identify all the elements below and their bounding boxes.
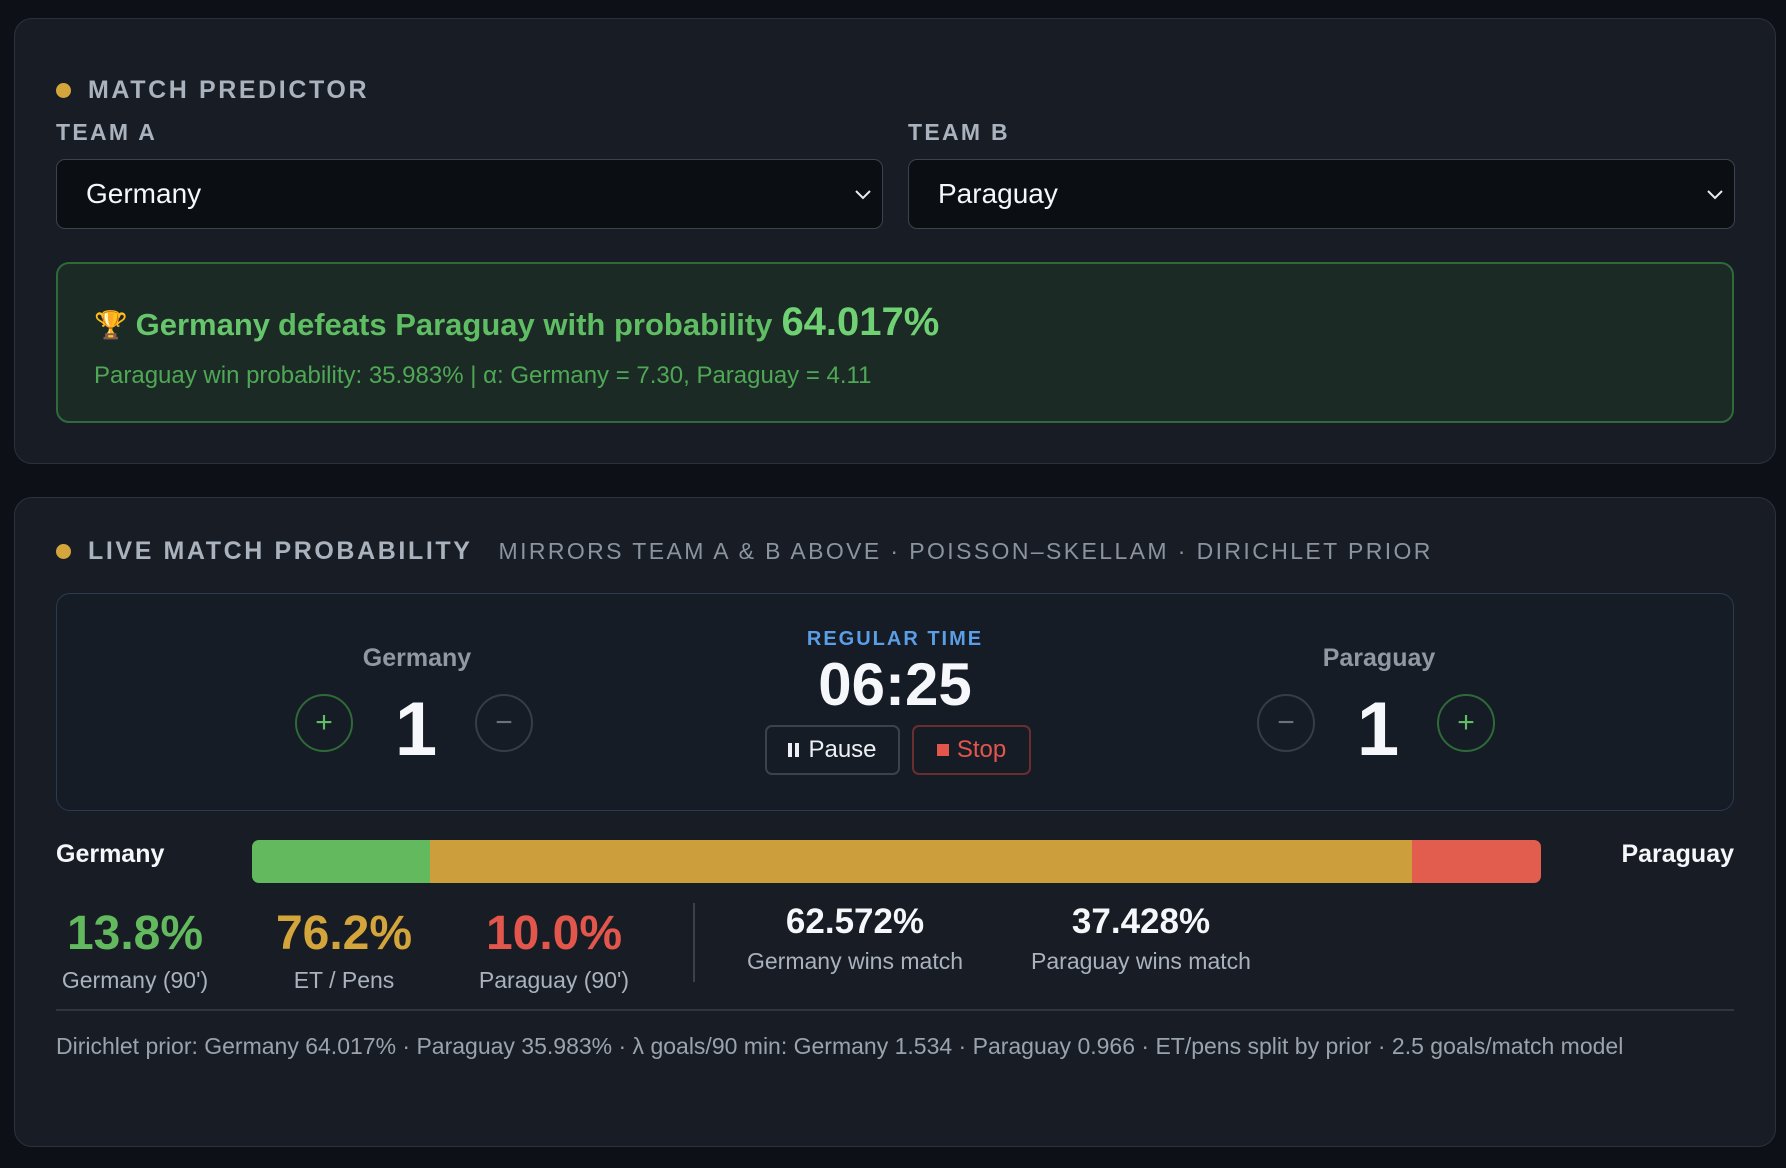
team-a-match-label: Germany wins match <box>746 948 964 974</box>
pause-button[interactable]: Pause <box>765 725 900 775</box>
team-b-score: 1 <box>1356 687 1400 772</box>
bar-segment-team-a-win <box>252 840 430 883</box>
team-a-90-stat: 13.8% Germany (90') <box>62 910 208 994</box>
model-footnote: Dirichlet prior: Germany 64.017% · Parag… <box>56 1033 1624 1059</box>
stop-button[interactable]: Stop <box>912 725 1031 775</box>
bar-segment-et-pens <box>429 840 1413 883</box>
team-b-match-label: Paraguay wins match <box>1031 948 1251 974</box>
team-b-90-stat: 10.0% Paraguay (90') <box>479 910 629 994</box>
match-period: REGULAR TIME <box>806 628 984 650</box>
chevron-down-icon <box>855 190 871 200</box>
team-a-select-value: Germany <box>86 178 202 209</box>
team-b-match-stat: 37.428% Paraguay wins match <box>1031 904 1251 975</box>
team-a-90-label: Germany (90') <box>61 967 209 993</box>
minus-icon: − <box>495 706 513 739</box>
live-title: LIVE MATCH PROBABILITY <box>88 537 473 565</box>
chevron-down-icon <box>1707 190 1723 200</box>
status-dot-icon <box>56 83 71 98</box>
status-dot-icon <box>56 544 71 559</box>
match-clock: 06:25 <box>818 651 972 718</box>
minus-icon: − <box>1277 706 1295 739</box>
team-b-90-value: 10.0% <box>485 907 623 960</box>
et-pens-stat: 76.2% ET / Pens <box>276 910 412 994</box>
stop-icon <box>936 744 949 756</box>
predictor-title: MATCH PREDICTOR <box>88 76 370 104</box>
prediction-probability: 64.017% <box>781 300 940 344</box>
et-pens-value: 76.2% <box>275 907 413 960</box>
team-a-match-stat: 62.572% Germany wins match <box>747 904 963 975</box>
pause-label: Pause <box>808 736 877 763</box>
footer-divider <box>56 1009 1734 1011</box>
team-b-name: Paraguay <box>1322 644 1436 672</box>
bar-left-label: Germany <box>56 840 165 868</box>
match-predictor-panel: MATCH PREDICTOR TEAM A TEAM B Germany Pa… <box>14 18 1776 464</box>
bar-segment-team-b-win <box>1412 840 1541 883</box>
team-b-decrement-button[interactable]: − <box>1257 694 1315 752</box>
team-a-select[interactable]: Germany <box>56 159 883 229</box>
live-header: LIVE MATCH PROBABILITY MIRRORS TEAM A & … <box>56 537 1433 566</box>
team-b-select[interactable]: Paraguay <box>908 159 1735 229</box>
team-a-decrement-button[interactable]: − <box>475 694 533 752</box>
team-b-select-value: Paraguay <box>938 178 1058 209</box>
team-a-increment-button[interactable]: + <box>295 694 353 752</box>
team-a-name: Germany <box>362 644 472 672</box>
trophy-icon: 🏆 <box>94 310 128 340</box>
probability-bar <box>252 840 1541 883</box>
scoreboard: Germany + 1 − REGULAR TIME 06:25 Pause S… <box>56 593 1734 811</box>
prediction-headline: 🏆 Germany defeats Paraguay with probabil… <box>94 300 939 345</box>
live-subtitle: MIRRORS TEAM A & B ABOVE · POISSON–SKELL… <box>498 538 1433 564</box>
team-b-90-label: Paraguay (90') <box>478 967 630 993</box>
team-b-match-value: 37.428% <box>1071 902 1211 941</box>
team-a-match-value: 62.572% <box>785 902 925 941</box>
team-b-increment-button[interactable]: + <box>1437 694 1495 752</box>
et-pens-label: ET / Pens <box>293 967 395 993</box>
prediction-result-box: 🏆 Germany defeats Paraguay with probabil… <box>56 262 1734 423</box>
pause-icon <box>788 743 800 757</box>
prediction-text: defeats Paraguay with probability <box>278 307 773 342</box>
plus-icon: + <box>1457 706 1475 739</box>
plus-icon: + <box>315 706 333 739</box>
team-a-90-value: 13.8% <box>66 907 204 960</box>
stats-divider <box>693 903 695 982</box>
team-a-label: TEAM A <box>56 119 158 145</box>
predictor-header: MATCH PREDICTOR <box>56 76 369 105</box>
team-a-score: 1 <box>394 687 438 772</box>
stop-label: Stop <box>956 736 1007 763</box>
prediction-detail: Paraguay win probability: 35.983% | α: G… <box>94 362 872 389</box>
predicted-winner: Germany <box>135 307 271 342</box>
live-match-panel: LIVE MATCH PROBABILITY MIRRORS TEAM A & … <box>14 497 1776 1147</box>
team-b-label: TEAM B <box>908 119 1010 145</box>
bar-right-label: Paraguay <box>1621 840 1734 868</box>
